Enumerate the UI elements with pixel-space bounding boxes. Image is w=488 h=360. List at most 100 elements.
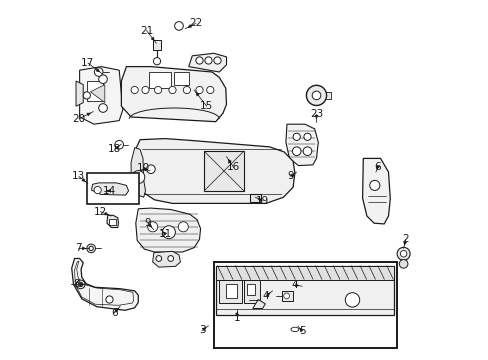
Bar <box>174 72 188 85</box>
Text: 16: 16 <box>226 162 240 172</box>
Bar <box>226 284 236 298</box>
Polygon shape <box>90 85 104 103</box>
Text: 9: 9 <box>144 218 151 228</box>
Circle shape <box>306 85 326 105</box>
Circle shape <box>168 86 176 94</box>
Circle shape <box>99 75 107 84</box>
Circle shape <box>106 296 113 303</box>
Circle shape <box>94 68 103 76</box>
Polygon shape <box>152 251 180 267</box>
Polygon shape <box>72 258 138 310</box>
Bar <box>87 173 139 204</box>
Polygon shape <box>80 67 122 124</box>
Text: 9: 9 <box>286 171 293 181</box>
Polygon shape <box>131 148 145 197</box>
Bar <box>323 92 330 99</box>
Bar <box>282 291 292 301</box>
Circle shape <box>162 226 175 239</box>
Bar <box>204 151 244 191</box>
Circle shape <box>196 86 203 94</box>
Circle shape <box>167 256 173 261</box>
Bar <box>87 81 103 101</box>
Text: 2: 2 <box>402 234 408 244</box>
Bar <box>247 284 255 295</box>
Circle shape <box>132 171 144 184</box>
Circle shape <box>345 293 359 307</box>
Text: 17: 17 <box>81 58 94 68</box>
Text: 1: 1 <box>234 312 240 323</box>
Circle shape <box>83 92 90 99</box>
Circle shape <box>303 147 311 156</box>
Text: 6: 6 <box>374 162 380 172</box>
Circle shape <box>396 247 409 260</box>
Bar <box>213 262 396 348</box>
Text: 13: 13 <box>72 171 85 181</box>
Circle shape <box>131 86 138 94</box>
Bar <box>109 219 116 225</box>
Text: 15: 15 <box>200 101 213 111</box>
Circle shape <box>76 280 85 289</box>
Text: 20: 20 <box>72 114 85 124</box>
Circle shape <box>142 86 149 94</box>
Bar <box>149 72 170 88</box>
Circle shape <box>89 246 93 251</box>
Bar <box>250 194 261 202</box>
Text: 6: 6 <box>111 308 117 318</box>
Circle shape <box>147 222 158 232</box>
Circle shape <box>206 86 213 94</box>
Circle shape <box>224 324 229 328</box>
Ellipse shape <box>286 325 303 333</box>
Polygon shape <box>121 67 226 122</box>
Text: 4: 4 <box>291 280 298 290</box>
Circle shape <box>196 57 203 64</box>
Circle shape <box>146 165 155 174</box>
Text: 4: 4 <box>262 291 269 301</box>
Text: 12: 12 <box>94 207 107 217</box>
Circle shape <box>400 251 406 257</box>
Bar <box>215 266 393 280</box>
Text: 5: 5 <box>298 326 305 336</box>
Circle shape <box>174 22 183 30</box>
Polygon shape <box>188 53 226 72</box>
Circle shape <box>213 57 221 64</box>
Text: 7: 7 <box>75 243 81 253</box>
Circle shape <box>156 256 162 261</box>
Text: 23: 23 <box>309 109 323 120</box>
Circle shape <box>183 86 190 94</box>
Circle shape <box>399 260 407 268</box>
Circle shape <box>87 244 95 253</box>
Circle shape <box>292 133 300 140</box>
Circle shape <box>178 222 188 232</box>
Polygon shape <box>136 208 200 252</box>
Circle shape <box>369 180 379 190</box>
Circle shape <box>154 86 162 94</box>
Text: 22: 22 <box>189 18 202 28</box>
Polygon shape <box>252 300 265 309</box>
Circle shape <box>311 91 320 100</box>
Circle shape <box>79 282 82 287</box>
Text: 8: 8 <box>73 279 80 289</box>
Text: 10: 10 <box>137 163 150 174</box>
Polygon shape <box>285 124 318 166</box>
Polygon shape <box>107 215 118 228</box>
Circle shape <box>99 104 107 112</box>
Ellipse shape <box>290 327 298 332</box>
Polygon shape <box>362 158 389 224</box>
Text: 21: 21 <box>140 26 153 36</box>
Circle shape <box>223 321 231 330</box>
Text: 19: 19 <box>255 196 268 206</box>
Bar <box>215 266 393 315</box>
Circle shape <box>153 58 160 65</box>
Text: 11: 11 <box>158 229 172 239</box>
Circle shape <box>283 293 289 299</box>
Bar <box>244 280 259 303</box>
Bar <box>219 280 241 303</box>
Polygon shape <box>91 183 128 195</box>
Polygon shape <box>76 81 83 106</box>
Polygon shape <box>134 139 294 203</box>
Circle shape <box>204 57 212 64</box>
Circle shape <box>94 186 101 194</box>
Bar <box>153 40 160 50</box>
Circle shape <box>115 140 123 149</box>
Text: 18: 18 <box>108 144 122 154</box>
